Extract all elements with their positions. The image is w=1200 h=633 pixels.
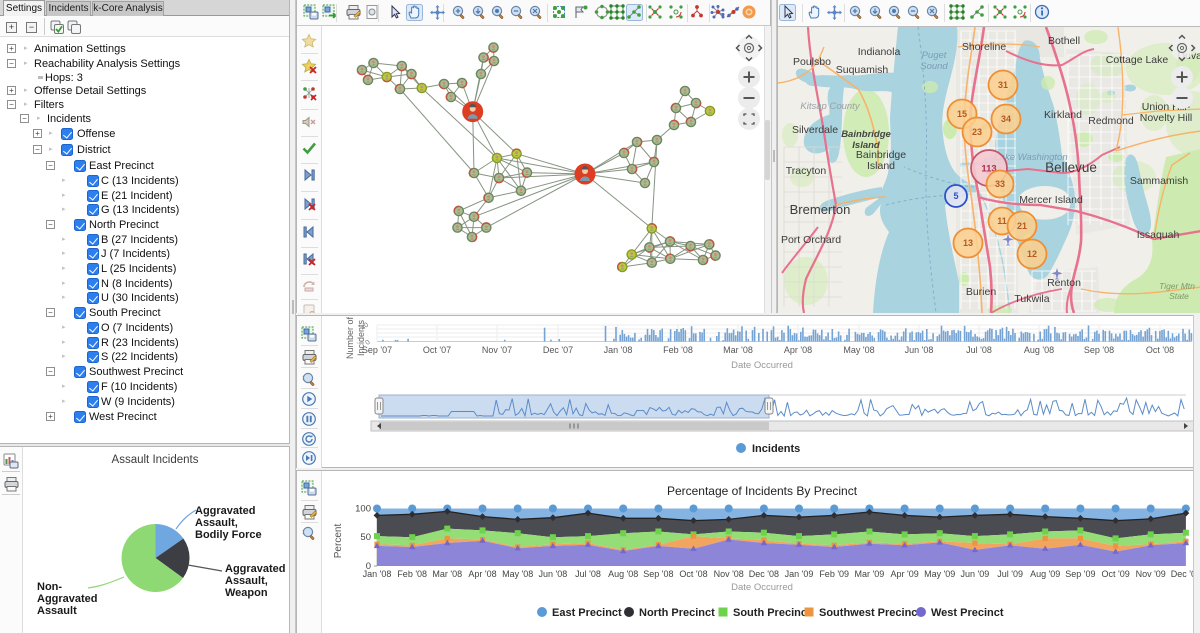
svg-text:Mar '09: Mar '09 <box>855 569 885 579</box>
svg-text:Bellevue: Bellevue <box>1045 160 1097 175</box>
svg-text:113: 113 <box>981 163 996 174</box>
svg-text:Date Occurred: Date Occurred <box>731 360 793 371</box>
svg-text:Mar '08: Mar '08 <box>723 345 753 355</box>
svg-text:Dec '07: Dec '07 <box>543 345 573 355</box>
svg-text:Incidents: Incidents <box>356 319 366 356</box>
svg-text:11: 11 <box>997 216 1007 226</box>
svg-text:Date Occurred: Date Occurred <box>731 582 793 593</box>
svg-text:Mar '08: Mar '08 <box>432 569 462 579</box>
svg-text:Apr '08: Apr '08 <box>468 569 496 579</box>
svg-text:Feb '09: Feb '09 <box>819 569 849 579</box>
svg-text:Puget: Puget <box>922 50 947 61</box>
svg-text:Island: Island <box>867 160 895 172</box>
svg-text:Silverdale: Silverdale <box>792 124 838 136</box>
svg-text:Tracyton: Tracyton <box>786 165 827 177</box>
svg-text:Shoreline: Shoreline <box>962 41 1007 53</box>
svg-text:May '08: May '08 <box>843 345 874 355</box>
svg-text:State: State <box>1169 291 1189 301</box>
svg-text:Jan '08: Jan '08 <box>363 569 392 579</box>
svg-text:0: 0 <box>364 339 372 347</box>
svg-text:Nov '09: Nov '09 <box>1136 569 1166 579</box>
svg-text:Number of: Number of <box>345 317 355 360</box>
svg-text:Aug '08: Aug '08 <box>608 569 638 579</box>
svg-text:Oct '07: Oct '07 <box>423 345 451 355</box>
svg-text:15: 15 <box>957 109 967 119</box>
svg-text:Jul '08: Jul '08 <box>575 569 601 579</box>
svg-text:Port Orchard: Port Orchard <box>781 234 841 246</box>
svg-text:Apr '09: Apr '09 <box>890 569 918 579</box>
svg-text:Southwest Precinct: Southwest Precinct <box>819 607 921 619</box>
svg-text:Sound: Sound <box>920 61 948 72</box>
svg-text:0: 0 <box>366 561 371 572</box>
svg-text:Issaquah: Issaquah <box>1137 229 1180 241</box>
svg-text:5: 5 <box>953 191 958 201</box>
svg-text:Redmond: Redmond <box>1088 115 1134 127</box>
svg-text:Renton: Renton <box>1047 277 1081 289</box>
svg-text:Lake Washington: Lake Washington <box>994 152 1067 163</box>
svg-text:Novelty Hill: Novelty Hill <box>1140 112 1193 124</box>
svg-text:Aug '09: Aug '09 <box>1030 569 1060 579</box>
svg-text:Kitsap County: Kitsap County <box>800 101 860 112</box>
svg-text:Feb '08: Feb '08 <box>397 569 427 579</box>
svg-text:33: 33 <box>995 179 1005 189</box>
svg-text:Bremerton: Bremerton <box>790 202 851 217</box>
svg-text:21: 21 <box>1017 221 1027 231</box>
svg-text:Jul '09: Jul '09 <box>997 569 1023 579</box>
svg-text:East Precinct: East Precinct <box>552 607 622 619</box>
svg-text:South Precinct: South Precinct <box>733 607 811 619</box>
svg-text:Jun '09: Jun '09 <box>961 569 990 579</box>
svg-text:North Precinct: North Precinct <box>639 607 715 619</box>
svg-text:Sep '09: Sep '09 <box>1065 569 1095 579</box>
svg-text:Jul '08: Jul '08 <box>966 345 992 355</box>
svg-text:Feb '08: Feb '08 <box>663 345 693 355</box>
svg-text:Mercer Island: Mercer Island <box>1019 194 1083 206</box>
svg-text:Jan '09: Jan '09 <box>785 569 814 579</box>
svg-text:50: 50 <box>360 532 371 543</box>
svg-text:Percentage of Incidents By Pre: Percentage of Incidents By Precinct <box>667 484 858 498</box>
svg-text:Incidents: Incidents <box>752 443 800 455</box>
svg-text:40: 40 <box>360 322 371 332</box>
svg-text:Cottage Lake: Cottage Lake <box>1106 54 1169 66</box>
svg-text:Indianola: Indianola <box>858 46 901 58</box>
svg-text:Dec '09: Dec '09 <box>1171 569 1200 579</box>
svg-text:12: 12 <box>1027 249 1037 259</box>
svg-text:Oct '08: Oct '08 <box>679 569 707 579</box>
svg-text:Jun '08: Jun '08 <box>539 569 568 579</box>
svg-text:Bothell: Bothell <box>1048 35 1080 47</box>
svg-text:Jun '08: Jun '08 <box>905 345 934 355</box>
svg-text:Bainbridge: Bainbridge <box>841 129 891 140</box>
svg-text:Burien: Burien <box>966 286 997 298</box>
svg-text:May '08: May '08 <box>502 569 533 579</box>
svg-text:Suquamish: Suquamish <box>836 64 889 76</box>
svg-text:Tukwila: Tukwila <box>1014 293 1049 305</box>
svg-text:13: 13 <box>963 238 973 248</box>
svg-text:May '09: May '09 <box>924 569 955 579</box>
svg-text:Aug '08: Aug '08 <box>1024 345 1054 355</box>
svg-text:Nov '08: Nov '08 <box>714 569 744 579</box>
svg-text:Sep '08: Sep '08 <box>1084 345 1114 355</box>
svg-text:Sep '08: Sep '08 <box>643 569 673 579</box>
svg-text:Oct '08: Oct '08 <box>1146 345 1174 355</box>
svg-text:Poulsbo: Poulsbo <box>793 56 831 68</box>
svg-text:Island: Island <box>852 140 880 151</box>
svg-text:Tiger Mtn: Tiger Mtn <box>1159 281 1195 291</box>
svg-text:Nov '07: Nov '07 <box>482 345 512 355</box>
svg-text:Kirkland: Kirkland <box>1044 109 1082 121</box>
svg-text:23: 23 <box>972 127 982 137</box>
svg-text:Percent: Percent <box>333 524 344 559</box>
svg-text:Apr '08: Apr '08 <box>784 345 812 355</box>
svg-text:100: 100 <box>355 504 371 515</box>
svg-text:34: 34 <box>1001 114 1011 124</box>
svg-text:Sep '07: Sep '07 <box>362 345 392 355</box>
svg-text:Sammamish: Sammamish <box>1130 175 1189 187</box>
svg-text:Oct '09: Oct '09 <box>1101 569 1129 579</box>
svg-text:Bainbridge: Bainbridge <box>856 149 906 161</box>
svg-text:31: 31 <box>998 80 1008 90</box>
svg-text:Dec '08: Dec '08 <box>749 569 779 579</box>
svg-text:West Precinct: West Precinct <box>931 607 1004 619</box>
svg-text:Jan '08: Jan '08 <box>604 345 633 355</box>
